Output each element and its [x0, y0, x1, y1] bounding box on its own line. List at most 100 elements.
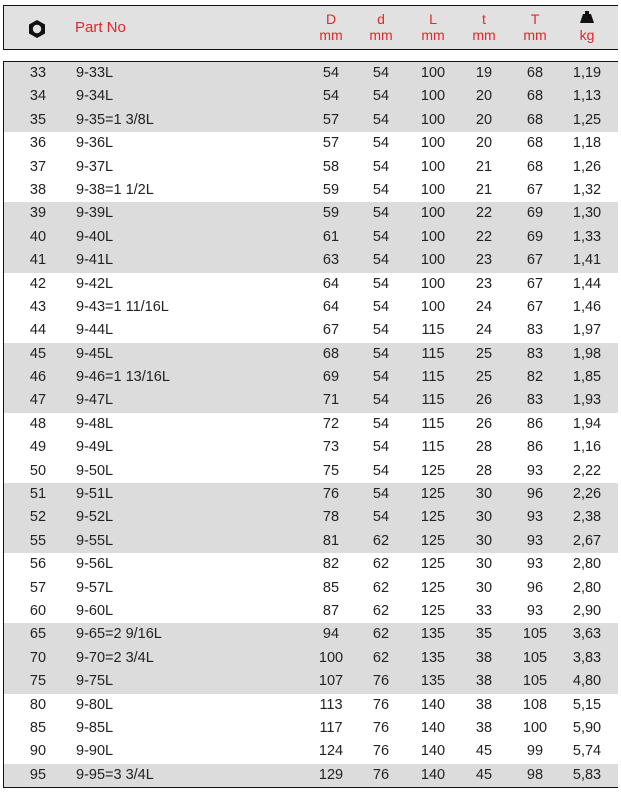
value-cell: 1,94: [572, 415, 602, 432]
value-cell: 82: [526, 369, 544, 386]
size-cell: 42: [29, 275, 47, 292]
value-cell: 54: [372, 135, 390, 152]
value-cell: 71: [322, 392, 340, 409]
value-cell: 93: [526, 462, 544, 479]
value-cell: 1,46: [572, 298, 602, 315]
value-cell: 61: [322, 228, 340, 245]
value-cell: 76: [372, 743, 390, 760]
value-cell: 68: [526, 65, 544, 81]
size-cell: 37: [29, 158, 47, 175]
table-row: 46 9-46=1 13/16L 69 54 115 25 82 1,85: [4, 366, 618, 390]
column-header: t mm: [459, 11, 509, 43]
value-cell: 1,25: [572, 111, 602, 128]
part-no-cell: 9-65=2 9/16L: [76, 626, 162, 643]
value-cell: 115: [421, 369, 445, 386]
value-cell: 1,26: [572, 158, 602, 175]
value-cell: 86: [526, 439, 544, 456]
value-cell: 20: [475, 135, 493, 152]
value-cell: 2,38: [572, 509, 602, 526]
value-cell: 54: [372, 392, 390, 409]
part-no-cell: 9-37L: [76, 158, 114, 175]
value-cell: 115: [421, 322, 445, 339]
value-cell: 25: [475, 345, 493, 362]
value-cell: 100: [420, 252, 446, 269]
value-cell: 140: [420, 766, 446, 783]
value-cell: 23: [475, 275, 493, 292]
value-cell: 3,63: [572, 626, 602, 643]
value-cell: 100: [522, 719, 548, 736]
part-no-cell: 9-34L: [76, 88, 114, 105]
size-cell: 80: [29, 696, 47, 713]
value-cell: 85: [322, 579, 340, 596]
part-no-cell: 9-75L: [76, 673, 114, 690]
size-cell: 50: [29, 462, 47, 479]
value-cell: 105: [522, 626, 548, 643]
value-cell: 113: [319, 696, 343, 713]
value-cell: 129: [318, 766, 344, 783]
part-no-cell: 9-51L: [76, 486, 114, 503]
table-row: 48 9-48L 72 54 115 26 86 1,94: [4, 413, 618, 436]
value-cell: 68: [322, 345, 340, 362]
value-cell: 19: [475, 65, 493, 81]
value-cell: 72: [322, 415, 340, 432]
value-cell: 86: [526, 415, 544, 432]
value-cell: 45: [475, 743, 493, 760]
value-cell: 28: [475, 462, 493, 479]
part-no-cell: 9-52L: [76, 509, 114, 526]
size-cell: 60: [29, 602, 47, 619]
value-cell: 82: [322, 556, 340, 573]
part-no-cell: 9-33L: [76, 65, 114, 81]
value-cell: 76: [372, 766, 390, 783]
hex-nut-icon: [29, 20, 45, 38]
value-cell: 57: [322, 111, 340, 128]
column-symbol: t: [482, 11, 486, 27]
value-cell: 100: [420, 111, 446, 128]
table-row: 52 9-52L 78 54 125 30 93 2,38: [4, 506, 618, 530]
value-cell: 1,30: [572, 205, 602, 222]
value-cell: 68: [526, 88, 544, 105]
value-cell: 100: [420, 205, 446, 222]
value-cell: 67: [526, 298, 544, 315]
value-cell: 54: [372, 275, 390, 292]
table-row: 37 9-37L 58 54 100 21 68 1,26: [4, 156, 618, 179]
table-row: 90 9-90L 124 76 140 45 99 5,74: [4, 740, 618, 763]
value-cell: 117: [319, 719, 343, 736]
value-cell: 76: [322, 486, 340, 503]
part-no-cell: 9-70=2 3/4L: [76, 649, 154, 666]
value-cell: 3,83: [572, 649, 602, 666]
value-cell: 23: [475, 252, 493, 269]
value-cell: 5,90: [572, 719, 602, 736]
value-cell: 1,32: [572, 181, 602, 198]
value-cell: 54: [372, 369, 390, 386]
value-cell: 76: [372, 719, 390, 736]
part-no-cell: 9-85L: [76, 719, 114, 736]
part-no-cell: 9-90L: [76, 743, 114, 760]
part-no-cell: 9-60L: [76, 602, 114, 619]
table-row: 41 9-41L 63 54 100 23 67 1,41: [4, 249, 618, 273]
size-cell: 41: [29, 252, 47, 269]
value-cell: 54: [322, 88, 340, 105]
value-cell: 28: [475, 439, 493, 456]
column-header: kg: [562, 11, 612, 43]
value-cell: 26: [475, 415, 493, 432]
part-no-cell: 9-56L: [76, 556, 114, 573]
value-cell: 45: [475, 766, 493, 783]
table-row: 50 9-50L 75 54 125 28 93 2,22: [4, 460, 618, 483]
size-cell: 45: [29, 345, 47, 362]
column-unit: kg: [579, 27, 595, 43]
part-no-cell: 9-43=1 11/16L: [76, 298, 169, 315]
value-cell: 1,41: [572, 252, 602, 269]
value-cell: 62: [372, 532, 390, 549]
table-row: 57 9-57L 85 62 125 30 96 2,80: [4, 577, 618, 600]
column-symbol: L: [429, 11, 437, 27]
table-row: 38 9-38=1 1/2L 59 54 100 21 67 1,32: [4, 179, 618, 202]
part-no-cell: 9-41L: [76, 252, 114, 269]
value-cell: 54: [372, 88, 390, 105]
size-cell: 52: [29, 509, 47, 526]
table-row: 65 9-65=2 9/16L 94 62 135 35 105 3,63: [4, 623, 618, 647]
value-cell: 76: [372, 696, 390, 713]
column-unit: mm: [369, 27, 393, 43]
value-cell: 125: [420, 462, 446, 479]
table-row: 33 9-33L 54 54 100 19 68 1,19: [4, 62, 618, 86]
